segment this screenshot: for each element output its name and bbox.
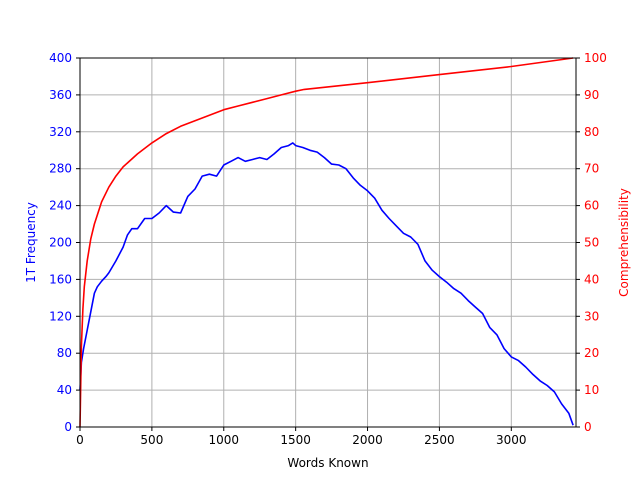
y-right-axis-ticks: 0 10 20 30 40 50 60 70 80 90 100 xyxy=(576,51,607,434)
y-left-tick-label: 280 xyxy=(49,162,72,176)
y-left-axis-title: 1T Frequency xyxy=(24,202,38,283)
y-left-axis-ticks: 0 40 80 120 160 200 240 280 320 360 400 xyxy=(49,51,80,434)
y-left-tick-label: 40 xyxy=(57,383,72,397)
x-axis-ticks: 0 500 1000 1500 2000 2500 3000 xyxy=(76,427,527,447)
y-left-tick-label: 240 xyxy=(49,199,72,213)
y-right-tick-label: 10 xyxy=(584,383,599,397)
comprehensibility-line xyxy=(79,57,574,428)
x-tick-label: 0 xyxy=(76,433,84,447)
x-tick-label: 1500 xyxy=(280,433,311,447)
x-tick-label: 500 xyxy=(140,433,163,447)
y-right-tick-label: 100 xyxy=(584,51,607,65)
series-layer xyxy=(79,57,574,428)
x-tick-label: 1000 xyxy=(208,433,239,447)
y-right-tick-label: 20 xyxy=(584,346,599,360)
y-left-tick-label: 160 xyxy=(49,272,72,286)
y-left-tick-label: 320 xyxy=(49,125,72,139)
y-right-tick-label: 30 xyxy=(584,309,599,323)
y-right-tick-label: 70 xyxy=(584,162,599,176)
y-left-tick-label: 200 xyxy=(49,236,72,250)
y-left-tick-label: 360 xyxy=(49,88,72,102)
y-right-tick-label: 50 xyxy=(584,236,599,250)
y-left-tick-label: 400 xyxy=(49,51,72,65)
y-right-axis-title: Comprehensibility xyxy=(617,188,631,297)
x-axis-title: Words Known xyxy=(287,456,368,470)
frequency-line xyxy=(79,142,574,426)
y-right-tick-label: 60 xyxy=(584,199,599,213)
y-left-tick-label: 0 xyxy=(64,420,72,434)
y-right-tick-label: 90 xyxy=(584,88,599,102)
y-right-tick-label: 40 xyxy=(584,272,599,286)
x-tick-label: 3000 xyxy=(496,433,527,447)
x-tick-label: 2500 xyxy=(424,433,455,447)
y-left-tick-label: 80 xyxy=(57,346,72,360)
y-right-tick-label: 0 xyxy=(584,420,592,434)
x-tick-label: 2000 xyxy=(352,433,383,447)
y-left-tick-label: 120 xyxy=(49,309,72,323)
y-right-tick-label: 80 xyxy=(584,125,599,139)
